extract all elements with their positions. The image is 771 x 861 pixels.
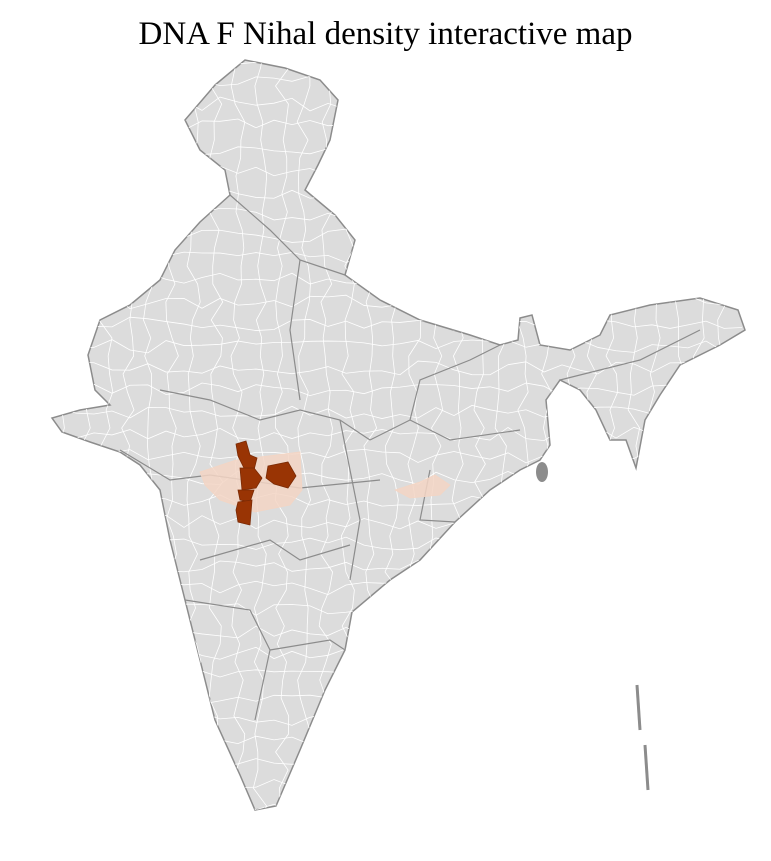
district-border xyxy=(52,207,743,222)
district-border xyxy=(736,60,745,810)
district-border xyxy=(52,251,743,265)
district-border xyxy=(52,712,743,728)
district-border xyxy=(52,668,743,684)
district-border xyxy=(52,360,743,376)
state-border xyxy=(559,329,701,381)
state-border xyxy=(199,539,351,561)
district-border xyxy=(52,141,743,156)
district-high-density[interactable] xyxy=(235,499,253,526)
district-border xyxy=(583,60,597,810)
district-border xyxy=(52,800,743,810)
state-border xyxy=(184,599,271,721)
district-border xyxy=(52,404,743,419)
sundarbans xyxy=(536,462,548,482)
island xyxy=(635,684,642,731)
district-border xyxy=(52,757,743,772)
district-border xyxy=(33,50,46,824)
district-border xyxy=(52,60,743,68)
district-border xyxy=(52,426,743,442)
state-border xyxy=(369,419,521,441)
district-border xyxy=(52,96,743,112)
india-landmass xyxy=(50,59,746,811)
district-border xyxy=(252,60,268,810)
district-border xyxy=(692,60,708,810)
state-border xyxy=(289,259,301,401)
district-border xyxy=(52,184,743,199)
map-title: DNA F Nihal density interactive map xyxy=(138,16,633,52)
district-high-density[interactable] xyxy=(265,461,297,489)
district-border xyxy=(561,60,576,810)
district-border xyxy=(52,580,743,596)
district-border xyxy=(52,118,743,133)
district-high-density[interactable] xyxy=(235,440,258,471)
state-border xyxy=(409,344,501,421)
district-border xyxy=(52,735,743,750)
district-border xyxy=(52,646,743,662)
district-border xyxy=(52,75,743,89)
district-border xyxy=(52,162,743,177)
district-border xyxy=(52,624,743,640)
district-border xyxy=(648,60,664,810)
district-border xyxy=(670,60,686,810)
district-border xyxy=(274,60,290,810)
district-low-density[interactable] xyxy=(393,474,451,499)
district-border xyxy=(230,60,246,810)
district-border xyxy=(714,60,730,810)
district-high-density[interactable] xyxy=(239,467,263,491)
state-border xyxy=(159,389,371,441)
district-border xyxy=(52,382,743,398)
district-border xyxy=(52,778,743,794)
district-border xyxy=(296,60,312,810)
district-border xyxy=(52,339,743,354)
state-border xyxy=(339,419,361,581)
district-border xyxy=(54,60,70,810)
district-border xyxy=(52,228,743,244)
district-border xyxy=(52,316,743,332)
island xyxy=(643,744,650,791)
state-border xyxy=(269,639,346,651)
state-border xyxy=(229,194,346,276)
district-border xyxy=(52,602,743,617)
district-border xyxy=(52,272,743,287)
